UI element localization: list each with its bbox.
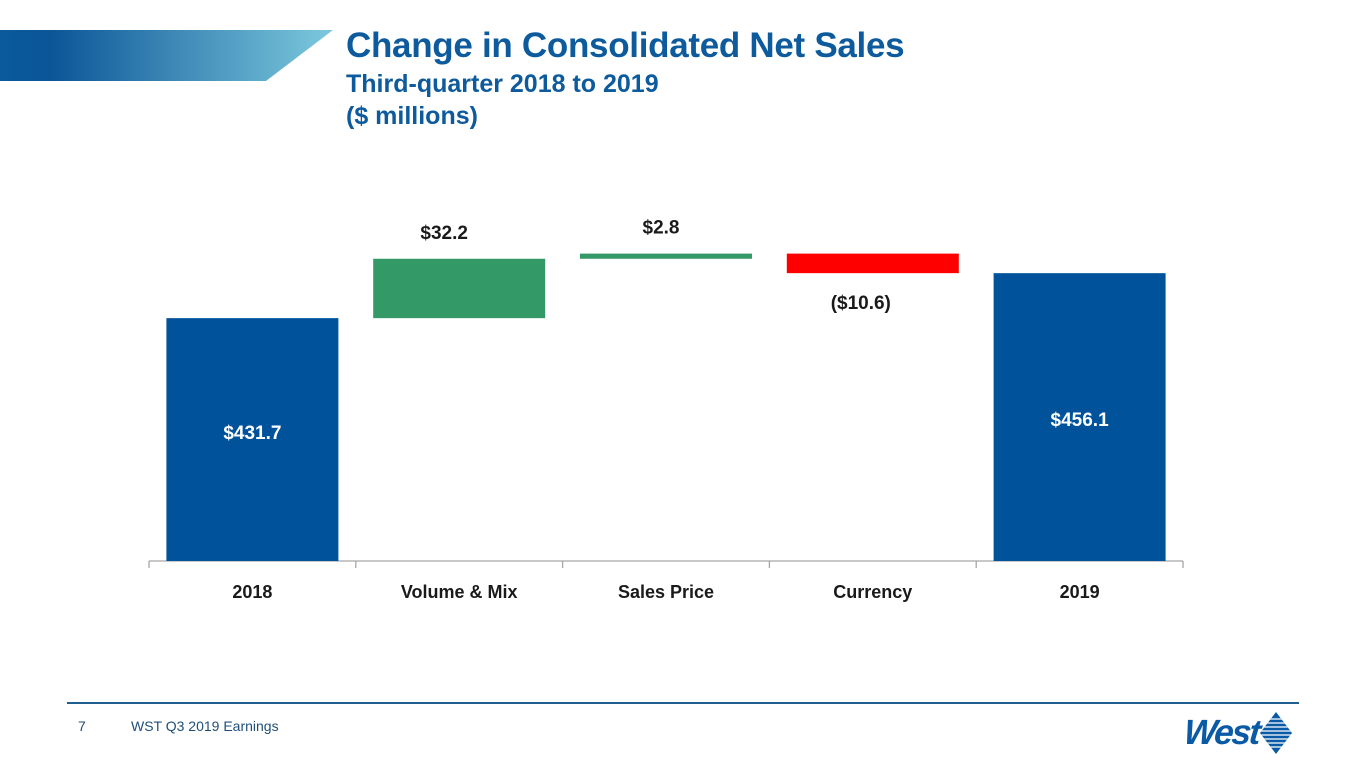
- west-logo: West: [1182, 710, 1293, 756]
- data-label: $32.2: [420, 223, 468, 244]
- x-tick-label: Sales Price: [618, 582, 714, 602]
- bar-volume-mix: [373, 258, 546, 319]
- data-label: ($10.6): [831, 293, 891, 314]
- x-tick-label: 2019: [1060, 582, 1100, 602]
- bar-2019: [993, 273, 1166, 561]
- diamond-logo-icon: [1260, 712, 1292, 754]
- data-label: $456.1: [1051, 410, 1110, 431]
- logo-wordmark: West: [1182, 713, 1262, 752]
- x-tick-label: Currency: [833, 582, 912, 602]
- page-title: Change in Consolidated Net Sales: [346, 26, 905, 65]
- header-banner: [0, 30, 333, 81]
- x-tick-label: Volume & Mix: [401, 582, 518, 602]
- units-label: ($ millions): [346, 102, 478, 130]
- title-block: Change in Consolidated Net Sales Third-q…: [346, 24, 905, 132]
- footer-text: WST Q3 2019 Earnings: [131, 718, 279, 734]
- bar-2018: [166, 318, 339, 561]
- bar-currency: [786, 253, 959, 274]
- data-label: $431.7: [223, 423, 281, 444]
- data-label: $2.8: [643, 218, 680, 239]
- bar-sales-price: [580, 253, 752, 259]
- x-tick-label: 2018: [232, 582, 272, 602]
- page-number: 7: [78, 718, 86, 734]
- page-subtitle: Third-quarter 2018 to 2019: [346, 70, 659, 98]
- footer-divider: [67, 702, 1299, 704]
